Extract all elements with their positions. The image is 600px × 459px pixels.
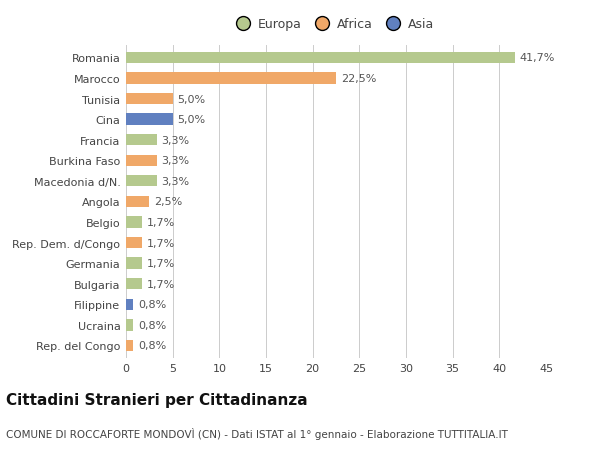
Text: 3,3%: 3,3% bbox=[161, 135, 190, 146]
Bar bbox=[126, 258, 142, 269]
Bar bbox=[126, 299, 133, 310]
Bar bbox=[126, 94, 173, 105]
Text: 5,0%: 5,0% bbox=[178, 115, 205, 125]
Bar bbox=[126, 340, 133, 351]
Text: 3,3%: 3,3% bbox=[161, 156, 190, 166]
Text: 0,8%: 0,8% bbox=[138, 320, 166, 330]
Text: 1,7%: 1,7% bbox=[146, 279, 175, 289]
Text: 1,7%: 1,7% bbox=[146, 258, 175, 269]
Bar bbox=[126, 53, 515, 64]
Text: 0,8%: 0,8% bbox=[138, 300, 166, 310]
Text: 1,7%: 1,7% bbox=[146, 218, 175, 228]
Text: 22,5%: 22,5% bbox=[341, 74, 376, 84]
Text: 41,7%: 41,7% bbox=[520, 53, 555, 63]
Bar bbox=[126, 279, 142, 290]
Text: 2,5%: 2,5% bbox=[154, 197, 182, 207]
Text: 1,7%: 1,7% bbox=[146, 238, 175, 248]
Bar bbox=[126, 176, 157, 187]
Text: Cittadini Stranieri per Cittadinanza: Cittadini Stranieri per Cittadinanza bbox=[6, 392, 308, 408]
Text: COMUNE DI ROCCAFORTE MONDOVÌ (CN) - Dati ISTAT al 1° gennaio - Elaborazione TUTT: COMUNE DI ROCCAFORTE MONDOVÌ (CN) - Dati… bbox=[6, 427, 508, 439]
Bar bbox=[126, 237, 142, 249]
Bar bbox=[126, 73, 336, 84]
Bar bbox=[126, 217, 142, 228]
Bar bbox=[126, 134, 157, 146]
Bar bbox=[126, 155, 157, 167]
Bar bbox=[126, 319, 133, 331]
Bar bbox=[126, 196, 149, 207]
Text: 5,0%: 5,0% bbox=[178, 94, 205, 104]
Legend: Europa, Africa, Asia: Europa, Africa, Asia bbox=[234, 15, 438, 35]
Bar bbox=[126, 114, 173, 125]
Text: 0,8%: 0,8% bbox=[138, 341, 166, 351]
Text: 3,3%: 3,3% bbox=[161, 176, 190, 186]
